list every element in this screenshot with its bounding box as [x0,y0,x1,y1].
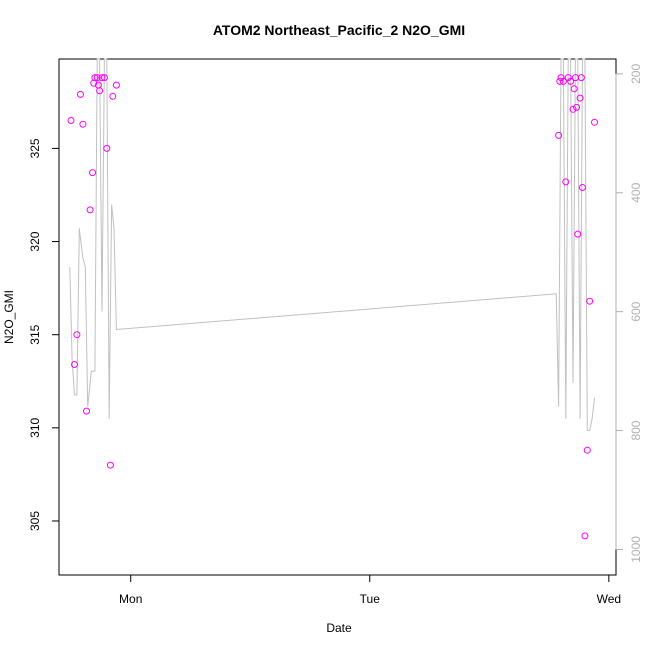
n2o-points-series [67,74,598,540]
data-point [581,532,589,540]
data-point [89,169,96,177]
y-tick-label: 320 [28,231,42,251]
data-point [109,92,117,100]
x-axis: Mon Tue Wed [119,574,621,606]
pressure-line [69,58,595,431]
data-point [91,74,99,82]
right-y-tick-label: 400 [629,182,643,202]
data-point [67,117,75,124]
data-point [583,446,591,454]
y-axis-label: N2O_GMI [2,290,16,344]
data-point [112,81,120,89]
y-tick-label: 325 [28,138,42,158]
data-point [577,74,585,82]
data-point [93,74,101,82]
data-point [570,85,578,93]
data-point [73,331,81,339]
right-y-tick-label: 600 [629,301,643,321]
data-point [564,74,572,82]
data-point [574,230,582,238]
data-point [573,103,581,111]
data-point [83,407,90,415]
data-point [567,77,575,85]
data-point [106,461,114,469]
data-point [569,105,577,113]
data-point [71,361,78,368]
data-point [79,120,87,128]
right-y-tick-label: 1000 [629,536,643,563]
data-point [557,74,565,82]
y-tick-label: 310 [28,418,42,438]
data-point [96,87,104,95]
y-tick-label: 305 [28,511,42,531]
data-point [86,206,94,214]
x-tick-label: Mon [119,592,142,606]
data-point [100,74,108,82]
data-point [591,118,598,126]
data-point [555,131,563,139]
plot-area-frame [58,58,617,576]
y-tick-label: 315 [28,324,42,344]
right-y-axis: 200 400 600 800 1000 [615,64,643,563]
right-y-tick-label: 800 [629,420,643,440]
data-point [98,74,106,82]
pressure-series [69,58,595,431]
data-point [579,184,586,191]
data-point [562,178,570,186]
y-axis: 305 310 315 320 325 [28,138,60,531]
x-tick-label: Tue [360,592,381,606]
x-tick-label: Wed [597,592,621,606]
data-point [576,94,584,102]
data-point [556,77,564,85]
x-axis-label: Date [326,621,352,635]
right-y-tick-label: 200 [629,64,643,84]
data-point [77,90,84,98]
data-point [559,77,567,85]
chart-title: ATOM2 Northeast_Pacific_2 N2O_GMI [213,22,465,38]
data-point [103,144,111,152]
data-point [586,297,594,305]
